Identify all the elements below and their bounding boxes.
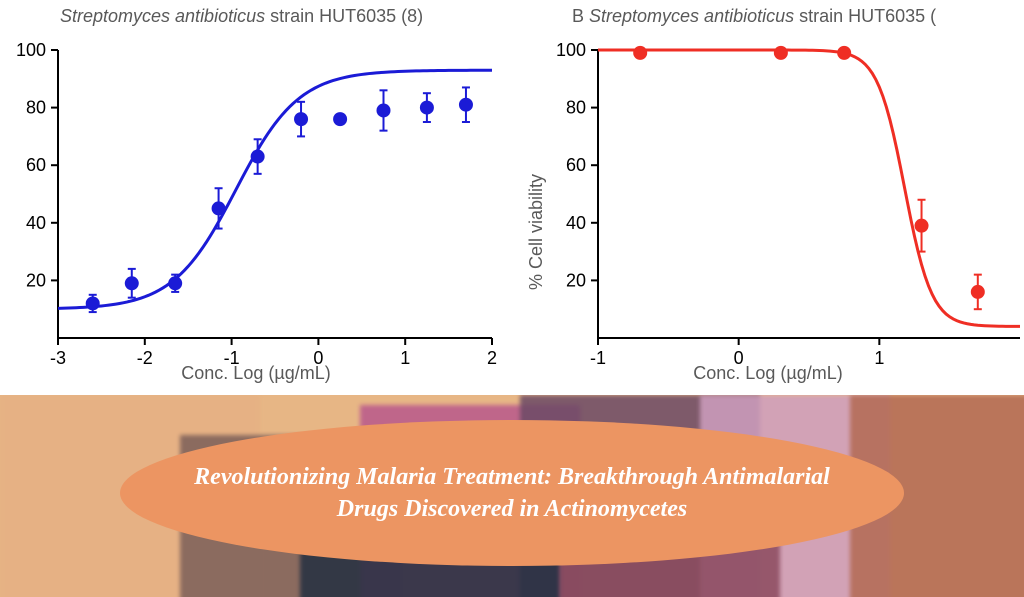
headline-text: Revolutionizing Malaria Treatment: Break… (190, 461, 834, 526)
svg-text:20: 20 (26, 270, 46, 290)
chart-a-xlabel: Conc. Log (µg/mL) (0, 363, 512, 384)
chart-b-title-italic: Streptomyces antibioticus (589, 6, 794, 26)
svg-text:100: 100 (556, 40, 586, 60)
chart-a-title-italic: Streptomyces antibioticus (60, 6, 265, 26)
svg-text:40: 40 (566, 213, 586, 233)
svg-text:60: 60 (26, 155, 46, 175)
chart-b-plot: 20406080100-101 (512, 40, 1024, 390)
chart-b-title: B Streptomyces antibioticus strain HUT60… (512, 6, 1024, 27)
chart-a-title: Streptomyces antibioticus strain HUT6035… (0, 6, 512, 27)
svg-text:80: 80 (566, 98, 586, 118)
chart-b-xlabel: Conc. Log (µg/mL) (512, 363, 1024, 384)
chart-b-panel: B Streptomyces antibioticus strain HUT60… (512, 0, 1024, 395)
headline-ellipse: Revolutionizing Malaria Treatment: Break… (120, 420, 904, 566)
chart-b-title-suffix: strain HUT6035 ( (794, 6, 936, 26)
svg-text:40: 40 (26, 213, 46, 233)
svg-text:60: 60 (566, 155, 586, 175)
chart-a-title-suffix: strain HUT6035 (8) (265, 6, 423, 26)
chart-b-title-plain: B (572, 6, 589, 26)
svg-text:20: 20 (566, 270, 586, 290)
chart-b-ylabel: % Cell viability (526, 174, 547, 290)
svg-text:100: 100 (16, 40, 46, 60)
chart-a-panel: Streptomyces antibioticus strain HUT6035… (0, 0, 512, 395)
charts-row: Streptomyces antibioticus strain HUT6035… (0, 0, 1024, 395)
chart-a-plot: 20406080100-3-2-1012 (0, 40, 512, 390)
svg-text:80: 80 (26, 98, 46, 118)
